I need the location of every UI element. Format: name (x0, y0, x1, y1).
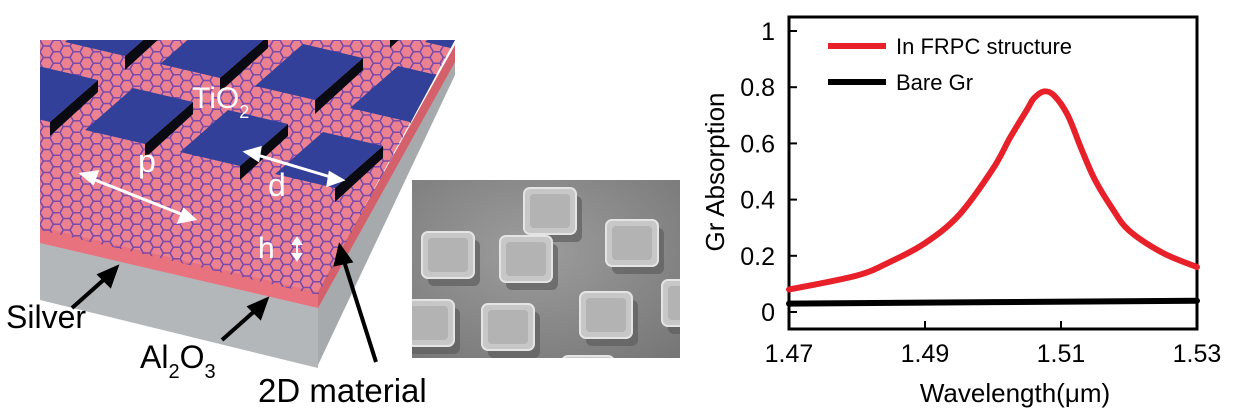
sem-pillar (561, 355, 620, 410)
sem-svg (401, 180, 720, 414)
sem-pillar (605, 219, 664, 274)
size-arrow (242, 145, 346, 188)
tio2-pillar (85, 88, 193, 158)
y-tick-label: 0.4 (740, 187, 775, 215)
series-lines (786, 88, 1200, 307)
tio2-pillar (140, 0, 248, 4)
x-tick-label: 1.49 (901, 340, 950, 368)
sem-pillar (579, 291, 638, 346)
y-tick-label: 0 (761, 299, 775, 327)
x-axis-label: Wavelength(μm) (920, 378, 1110, 408)
y-axis-ticks: 0 0.2 0.4 0.6 0.8 1 (740, 18, 797, 327)
sem-pillar (499, 235, 558, 290)
tio2-pillar (180, 110, 288, 180)
x-tick-label: 1.47 (765, 340, 814, 368)
tio2-pillar (40, 66, 98, 136)
tio2-pillar (160, 40, 268, 92)
y-tick-label: 0.2 (740, 243, 775, 271)
frpc-absorption-line (786, 88, 1200, 293)
tio2-pillar (65, 40, 173, 70)
al2o3-label: Al2O3 (140, 339, 216, 383)
x-axis-ticks: 1.47 1.49 1.51 1.53 (765, 321, 1222, 368)
sem-pillar (401, 299, 460, 354)
device-schematic: TiO2 p d h Silver Al2O3 2D material (0, 0, 470, 415)
x-tick-label: 1.51 (1037, 340, 1086, 368)
tio2-label: TiO2 (192, 82, 249, 122)
sem-pillar-grid (401, 187, 720, 414)
material-label: 2D material (258, 372, 427, 409)
y-tick-label: 1 (761, 18, 775, 46)
plot-frame (787, 15, 1199, 331)
y-axis-label: Gr Absorption (700, 93, 730, 252)
legend: In FRPC structure Bare Gr (828, 34, 1072, 95)
height-arrow (291, 236, 303, 262)
absorption-chart: 0 0.2 0.4 0.6 0.8 1 1.47 1.49 1.51 1.53 In FRPC … (690, 0, 1260, 415)
legend-label: Bare Gr (896, 70, 973, 95)
sem-micrograph (401, 180, 720, 414)
silver-label: Silver (6, 299, 86, 335)
tio2-pillar (425, 40, 455, 56)
period-label: p (138, 143, 156, 179)
silver-pointer (70, 264, 120, 310)
height-label: h (258, 232, 275, 265)
tio2-pillar (275, 132, 383, 202)
legend-label: In FRPC structure (896, 34, 1072, 59)
bare-graphene-line (786, 297, 1200, 307)
sem-pillar (523, 187, 582, 242)
tio2-pillar (0, 44, 3, 114)
al2o3-pointer (220, 296, 270, 342)
schematic-svg: TiO2 p d h Silver Al2O3 2D material (0, 0, 455, 409)
period-arrow (78, 170, 198, 225)
chart-svg: 0 0.2 0.4 0.6 0.8 1 1.47 1.49 1.51 1.53 In FRPC … (700, 15, 1222, 408)
tio2-pillar (235, 0, 343, 26)
al2o3-side (318, 45, 455, 308)
size-label: d (268, 167, 286, 203)
y-tick-label: 0.6 (740, 130, 775, 158)
x-tick-label: 1.53 (1173, 340, 1222, 368)
sem-pillar (421, 231, 480, 286)
sem-pillar (661, 279, 720, 334)
tio2-pillar (255, 44, 363, 114)
y-tick-label: 0.8 (740, 74, 775, 102)
material-pointer (333, 242, 378, 363)
sem-pillar (481, 303, 540, 358)
